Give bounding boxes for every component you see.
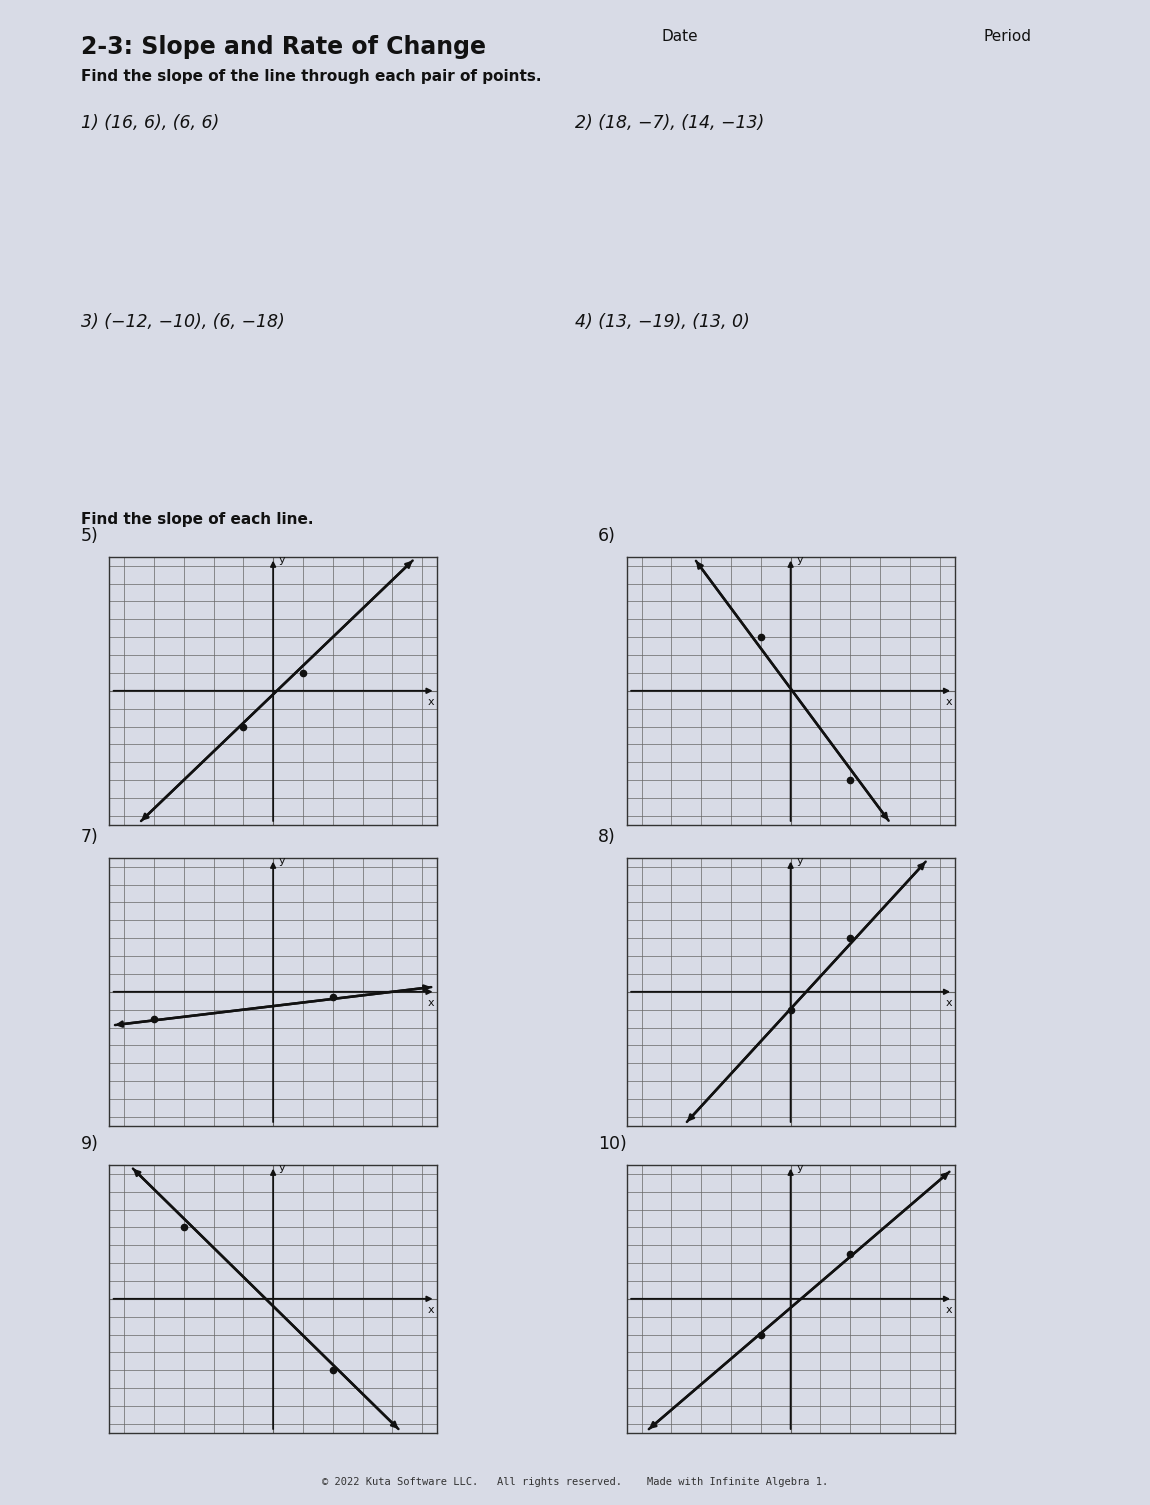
Text: y: y — [278, 1163, 285, 1174]
Text: 2) (18, −7), (14, −13): 2) (18, −7), (14, −13) — [575, 114, 765, 132]
Text: 2-3: Slope and Rate of Change: 2-3: Slope and Rate of Change — [81, 35, 485, 59]
Text: x: x — [428, 697, 435, 706]
Text: Period: Period — [983, 29, 1032, 44]
Text: y: y — [796, 1163, 803, 1174]
Text: Date: Date — [661, 29, 698, 44]
Text: y: y — [796, 856, 803, 867]
Text: x: x — [428, 998, 435, 1007]
Text: x: x — [945, 1305, 952, 1314]
Text: 3) (−12, −10), (6, −18): 3) (−12, −10), (6, −18) — [81, 313, 284, 331]
Text: Find the slope of each line.: Find the slope of each line. — [81, 512, 313, 527]
Text: 10): 10) — [598, 1135, 627, 1153]
Text: 5): 5) — [81, 527, 98, 545]
Text: 4) (13, −19), (13, 0): 4) (13, −19), (13, 0) — [575, 313, 750, 331]
Text: Find the slope of the line through each pair of points.: Find the slope of the line through each … — [81, 69, 540, 84]
Text: y: y — [796, 555, 803, 566]
Text: x: x — [945, 998, 952, 1007]
Text: 7): 7) — [81, 828, 98, 846]
Text: x: x — [428, 1305, 435, 1314]
Text: 1) (16, 6), (6, 6): 1) (16, 6), (6, 6) — [81, 114, 218, 132]
Text: y: y — [278, 856, 285, 867]
Text: x: x — [945, 697, 952, 706]
Text: y: y — [278, 555, 285, 566]
Text: 6): 6) — [598, 527, 616, 545]
Text: © 2022 Kuta Software LLC.   All rights reserved.    Made with Infinite Algebra 1: © 2022 Kuta Software LLC. All rights res… — [322, 1476, 828, 1487]
Text: 8): 8) — [598, 828, 615, 846]
Text: 9): 9) — [81, 1135, 99, 1153]
